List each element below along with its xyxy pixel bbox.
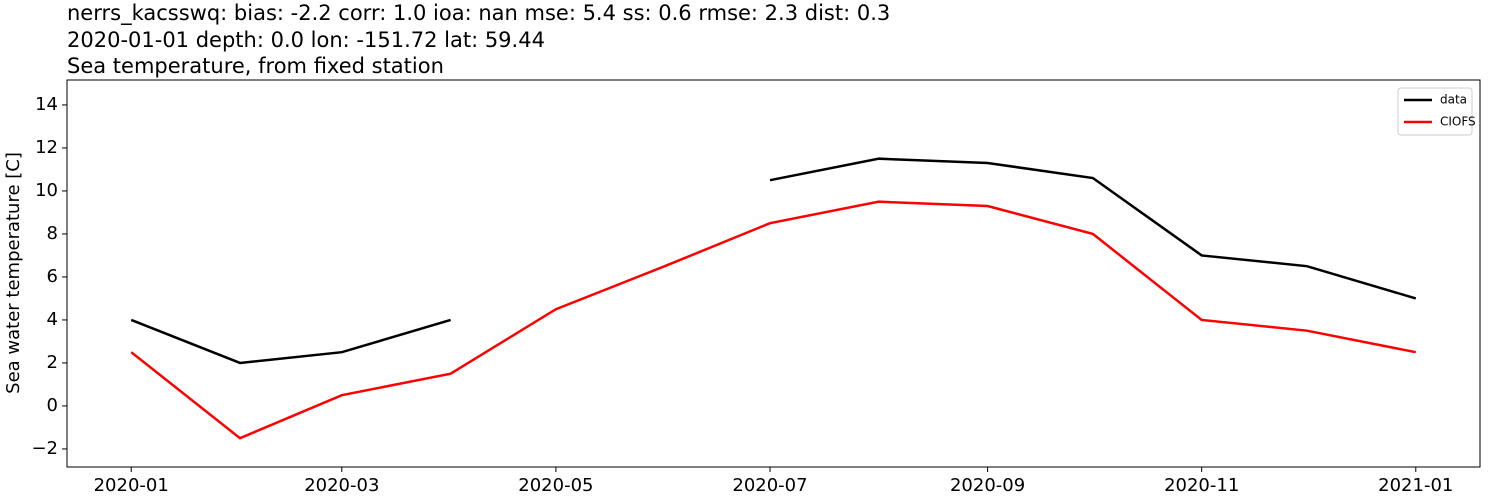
y-tick-label: 10 <box>35 180 58 201</box>
chart-title: nerrs_kacsswq: bias: -2.2 corr: 1.0 ioa:… <box>67 1 890 26</box>
chart-subtitle: Sea temperature, from fixed station <box>67 54 444 78</box>
y-axis-label: Sea water temperature [C] <box>3 152 24 394</box>
y-tick-label: 14 <box>35 94 58 115</box>
series-line <box>130 200 1417 440</box>
x-tick-label: 2020-09 <box>950 475 1025 496</box>
x-tick-label: 2020-07 <box>732 475 807 496</box>
y-tick-label: 4 <box>47 309 58 330</box>
y-tick-label: 2 <box>47 352 58 373</box>
y-tick-label: 8 <box>47 223 58 244</box>
legend-label: data <box>1440 93 1467 107</box>
y-tick-label: 6 <box>47 266 58 287</box>
x-tick-label: 2020-01 <box>94 475 169 496</box>
x-tick-label: 2020-03 <box>304 475 379 496</box>
plot-area <box>66 79 1481 468</box>
x-tick-label: 2021-01 <box>1378 475 1453 496</box>
series-line <box>130 157 1417 365</box>
y-tick-label: 0 <box>47 395 58 416</box>
legend-label: CIOFS <box>1440 115 1476 129</box>
x-tick-label: 2020-05 <box>518 475 593 496</box>
y-tick-label: −2 <box>31 438 58 459</box>
chart-subtitle: 2020-01-01 depth: 0.0 lon: -151.72 lat: … <box>67 28 545 52</box>
x-tick-label: 2020-11 <box>1164 475 1239 496</box>
y-tick-label: 12 <box>35 137 58 158</box>
